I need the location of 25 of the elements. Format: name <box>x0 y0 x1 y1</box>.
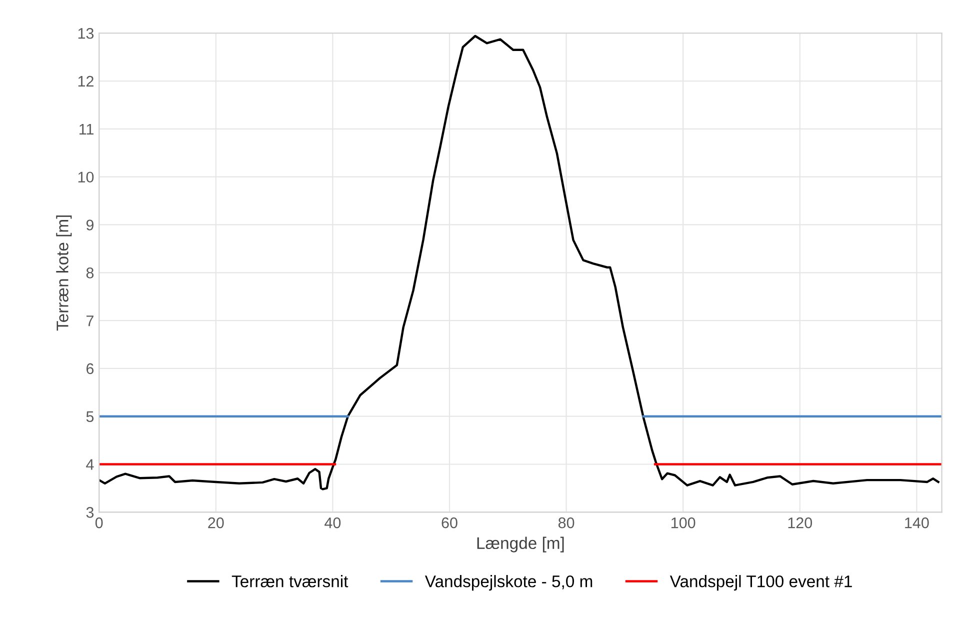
y-tick-label: 6 <box>86 363 94 374</box>
legend-label: Terræn tværsnit <box>232 575 348 588</box>
x-axis-title: Længde [m] <box>477 536 564 552</box>
y-tick-label: 9 <box>86 220 94 230</box>
legend-label: Vandspejlskote - 5,0 m <box>424 575 592 591</box>
y-tick-label: 5 <box>86 411 94 422</box>
line-series <box>99 34 940 490</box>
y-tick-label: 13 <box>78 28 94 39</box>
x-tick-label: 140 <box>905 517 929 528</box>
x-tick-label: 120 <box>788 517 812 528</box>
y-tick-label: 11 <box>80 124 94 134</box>
x-tick-label: 40 <box>324 517 341 528</box>
y-tick-label: 12 <box>78 76 94 87</box>
y-axis-title: Terræn kote [m] <box>56 215 72 331</box>
x-tick-label: 0 <box>95 517 103 528</box>
x-tick-label: 100 <box>672 517 696 528</box>
x-tick-label: 80 <box>558 517 574 528</box>
y-tick-label: 7 <box>86 316 94 326</box>
x-tick-label: 60 <box>442 517 458 528</box>
x-tick-label: 20 <box>208 517 224 528</box>
y-tick-label: 4 <box>86 459 94 470</box>
y-tick-label: 3 <box>86 507 94 518</box>
y-tick-label: 8 <box>86 268 94 278</box>
y-tick-label: 10 <box>78 172 94 183</box>
legend-label: Vandspejl T100 event #1 <box>670 575 852 591</box>
